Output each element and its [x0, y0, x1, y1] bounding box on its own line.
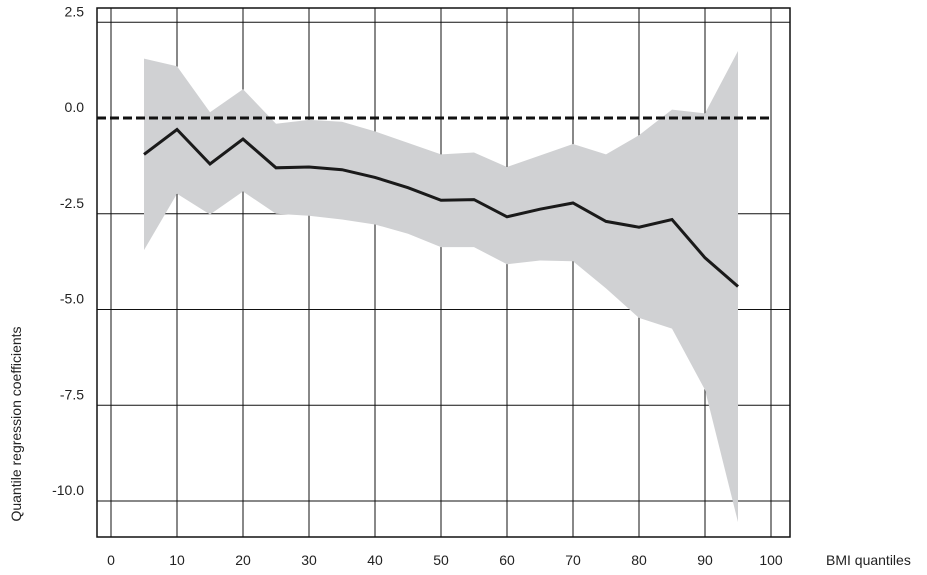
x-tick-label: 50: [433, 552, 449, 568]
x-tick-label: 70: [565, 552, 581, 568]
x-tick-label: 80: [631, 552, 647, 568]
x-tick-label: 0: [107, 552, 115, 568]
x-tick-label: 30: [301, 552, 317, 568]
y-axis-title: Quantile regression coefficients: [8, 326, 24, 521]
y-tick-label: 0.0: [65, 99, 85, 115]
x-tick-label: 10: [169, 552, 185, 568]
y-tick-label: -5.0: [60, 291, 84, 307]
tick-labels: 2.5 0.0 -2.5 -5.0 -7.5 -10.0 0 10 20 30 40 50 60 70 80…: [52, 3, 783, 568]
x-tick-label: 90: [697, 552, 713, 568]
series-line: [143, 127, 739, 288]
x-tick-label: 20: [235, 552, 251, 568]
x-tick-label: 40: [367, 552, 383, 568]
plot-frame: [96, 7, 791, 538]
x-tick-label: 100: [759, 552, 783, 568]
y-tick-label: 2.5: [65, 3, 85, 19]
y-tick-label: -7.5: [60, 386, 84, 402]
y-tick-label: -2.5: [60, 195, 84, 211]
x-axis-title: BMI quantiles: [826, 552, 911, 568]
x-tick-label: 60: [499, 552, 515, 568]
y-tick-label: -10.0: [52, 482, 84, 498]
